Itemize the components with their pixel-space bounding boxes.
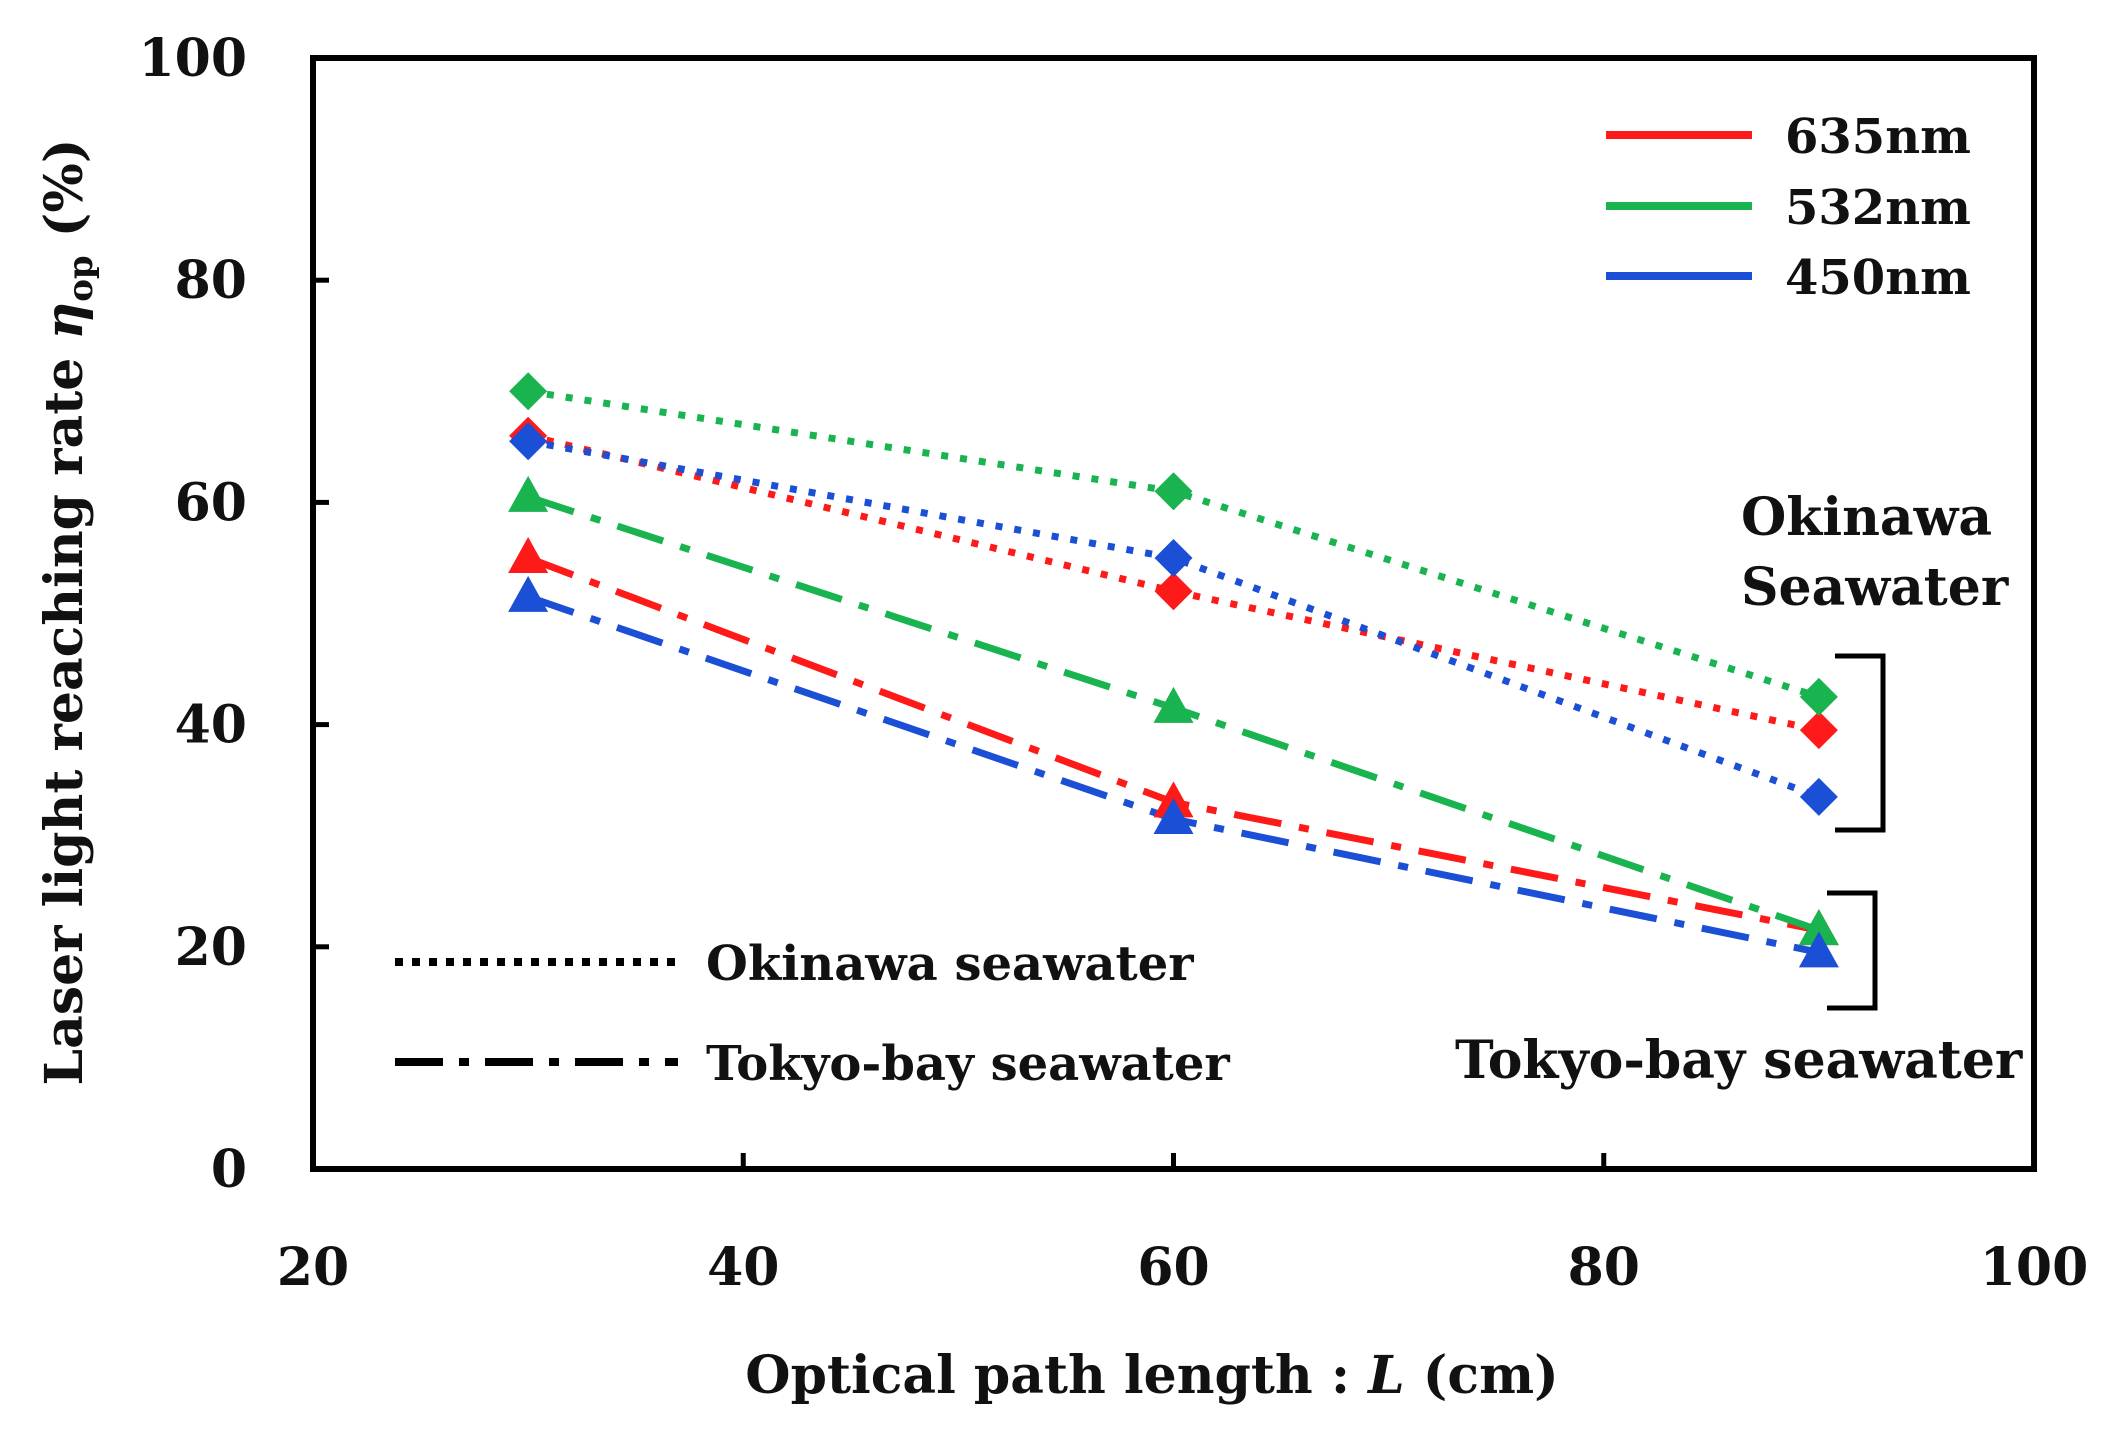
- data-point-450nm-okinawa-seawater-x30: [509, 422, 548, 461]
- data-point-450nm-okinawa-seawater-x90: [1799, 777, 1838, 816]
- y-tick-label-60: 60: [175, 472, 247, 533]
- y-axis-title: Laser light reaching rate ηop (%): [34, 139, 101, 1086]
- y-tick-label-80: 80: [175, 250, 247, 311]
- x-axis-title-variable: L: [1366, 1345, 1405, 1406]
- y-tick-label-20: 20: [175, 917, 247, 978]
- color-legend: 635nm 532nm 450nm: [1606, 109, 1971, 306]
- data-point-532nm-okinawa-seawater-x90: [1799, 677, 1838, 716]
- y-axis-title-prefix: Laser light reaching rate: [34, 340, 95, 1086]
- data-point-532nm-tokyo-bay-seawater-x30: [508, 475, 549, 512]
- tick-layer: 20 40 60 80 100 0 20 40 60 80 100: [138, 28, 2088, 1298]
- y-axis-title-variable: η: [34, 302, 95, 340]
- data-point-450nm-okinawa-seawater-x60: [1154, 538, 1193, 577]
- y-tick-label-100: 100: [138, 28, 247, 89]
- y-tick-label-40: 40: [175, 695, 247, 756]
- okinawa-annotation-line1: Okinawa: [1741, 487, 1992, 548]
- data-point-635nm-okinawa-seawater-x60: [1154, 572, 1193, 611]
- data-point-450nm-tokyo-bay-seawater-x30: [508, 575, 549, 612]
- data-point-635nm-tokyo-bay-seawater-x30: [508, 536, 549, 573]
- y-axis-title-unit: (%): [34, 139, 95, 256]
- style-legend: Okinawa seawater Tokyo-bay seawater: [395, 936, 1230, 1092]
- data-point-532nm-okinawa-seawater-x30: [509, 372, 548, 411]
- legend-label-450nm: 450nm: [1785, 250, 1971, 306]
- x-tick-label-100: 100: [1980, 1237, 2089, 1298]
- x-tick-label-80: 80: [1568, 1237, 1640, 1298]
- legend-label-532nm: 532nm: [1785, 180, 1971, 236]
- x-tick-label-20: 20: [277, 1237, 349, 1298]
- tokyo-annotation: Tokyo-bay seawater: [1455, 1030, 2023, 1091]
- okinawa-annotation-line2: Seawater: [1741, 557, 2009, 618]
- marker-layer: [508, 372, 1839, 968]
- x-axis-title-prefix: Optical path length :: [745, 1345, 1368, 1406]
- y-axis-title-subscript: op: [61, 255, 101, 301]
- data-point-635nm-okinawa-seawater-x90: [1799, 711, 1838, 750]
- legend-label-635nm: 635nm: [1785, 109, 1971, 165]
- legend-label-okinawa: Okinawa seawater: [706, 936, 1194, 992]
- x-tick-label-40: 40: [707, 1237, 779, 1298]
- data-point-532nm-okinawa-seawater-x60: [1154, 472, 1193, 511]
- series-line-635nm-tokyo-bay-seawater: [526, 554, 1820, 934]
- tokyo-group-bracket: [1827, 890, 1878, 1011]
- series-line-532nm-okinawa-seawater: [527, 387, 1820, 701]
- data-point-532nm-tokyo-bay-seawater-x90: [1798, 909, 1839, 946]
- x-axis-title-unit: (cm): [1405, 1345, 1559, 1406]
- x-axis-title: Optical path length : L (cm): [745, 1345, 1558, 1406]
- data-point-450nm-tokyo-bay-seawater-x90: [1798, 931, 1839, 968]
- data-point-450nm-tokyo-bay-seawater-x60: [1153, 798, 1194, 835]
- legend-label-tokyo: Tokyo-bay seawater: [706, 1036, 1230, 1092]
- series-line-450nm-tokyo-bay-seawater: [526, 593, 1820, 956]
- x-tick-label-60: 60: [1137, 1237, 1209, 1298]
- y-tick-label-0: 0: [211, 1139, 247, 1200]
- data-point-532nm-tokyo-bay-seawater-x60: [1153, 686, 1194, 723]
- series-line-635nm-okinawa-seawater: [527, 432, 1820, 734]
- okinawa-group-bracket: [1835, 653, 1886, 833]
